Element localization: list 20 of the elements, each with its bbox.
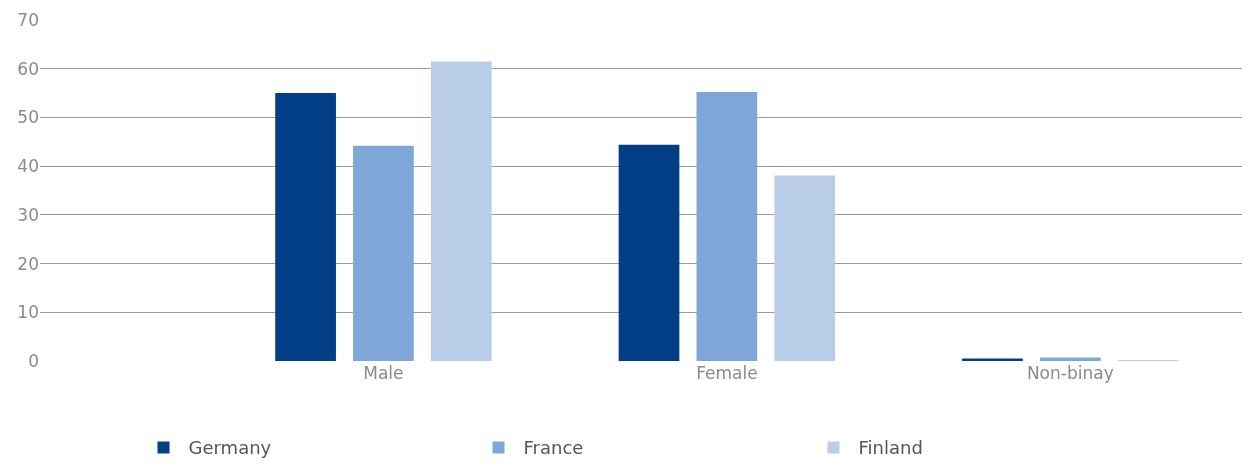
x-tick-label: Male: [363, 363, 404, 383]
bar: [618, 144, 680, 361]
legend-label: France: [523, 437, 584, 459]
y-tick-label: 20: [17, 253, 39, 274]
x-tick-label: Female: [696, 363, 758, 383]
y-tick-label: 0: [28, 350, 39, 371]
y-tick-label: 70: [17, 9, 39, 30]
y-tick-label: 10: [17, 302, 39, 323]
bar: [275, 93, 336, 361]
y-tick-label: 40: [17, 156, 39, 177]
y-tick-label: 60: [17, 58, 39, 79]
y-tick-label: 50: [17, 107, 39, 128]
bar: [430, 61, 492, 361]
y-tick-label: 30: [17, 204, 39, 225]
x-tick-label: Non-binay: [1026, 363, 1114, 383]
legend-label: Germany: [188, 437, 272, 459]
bar: [696, 92, 758, 361]
legend-label: Finland: [858, 437, 923, 459]
bar: [353, 145, 414, 361]
bar: [774, 175, 836, 361]
